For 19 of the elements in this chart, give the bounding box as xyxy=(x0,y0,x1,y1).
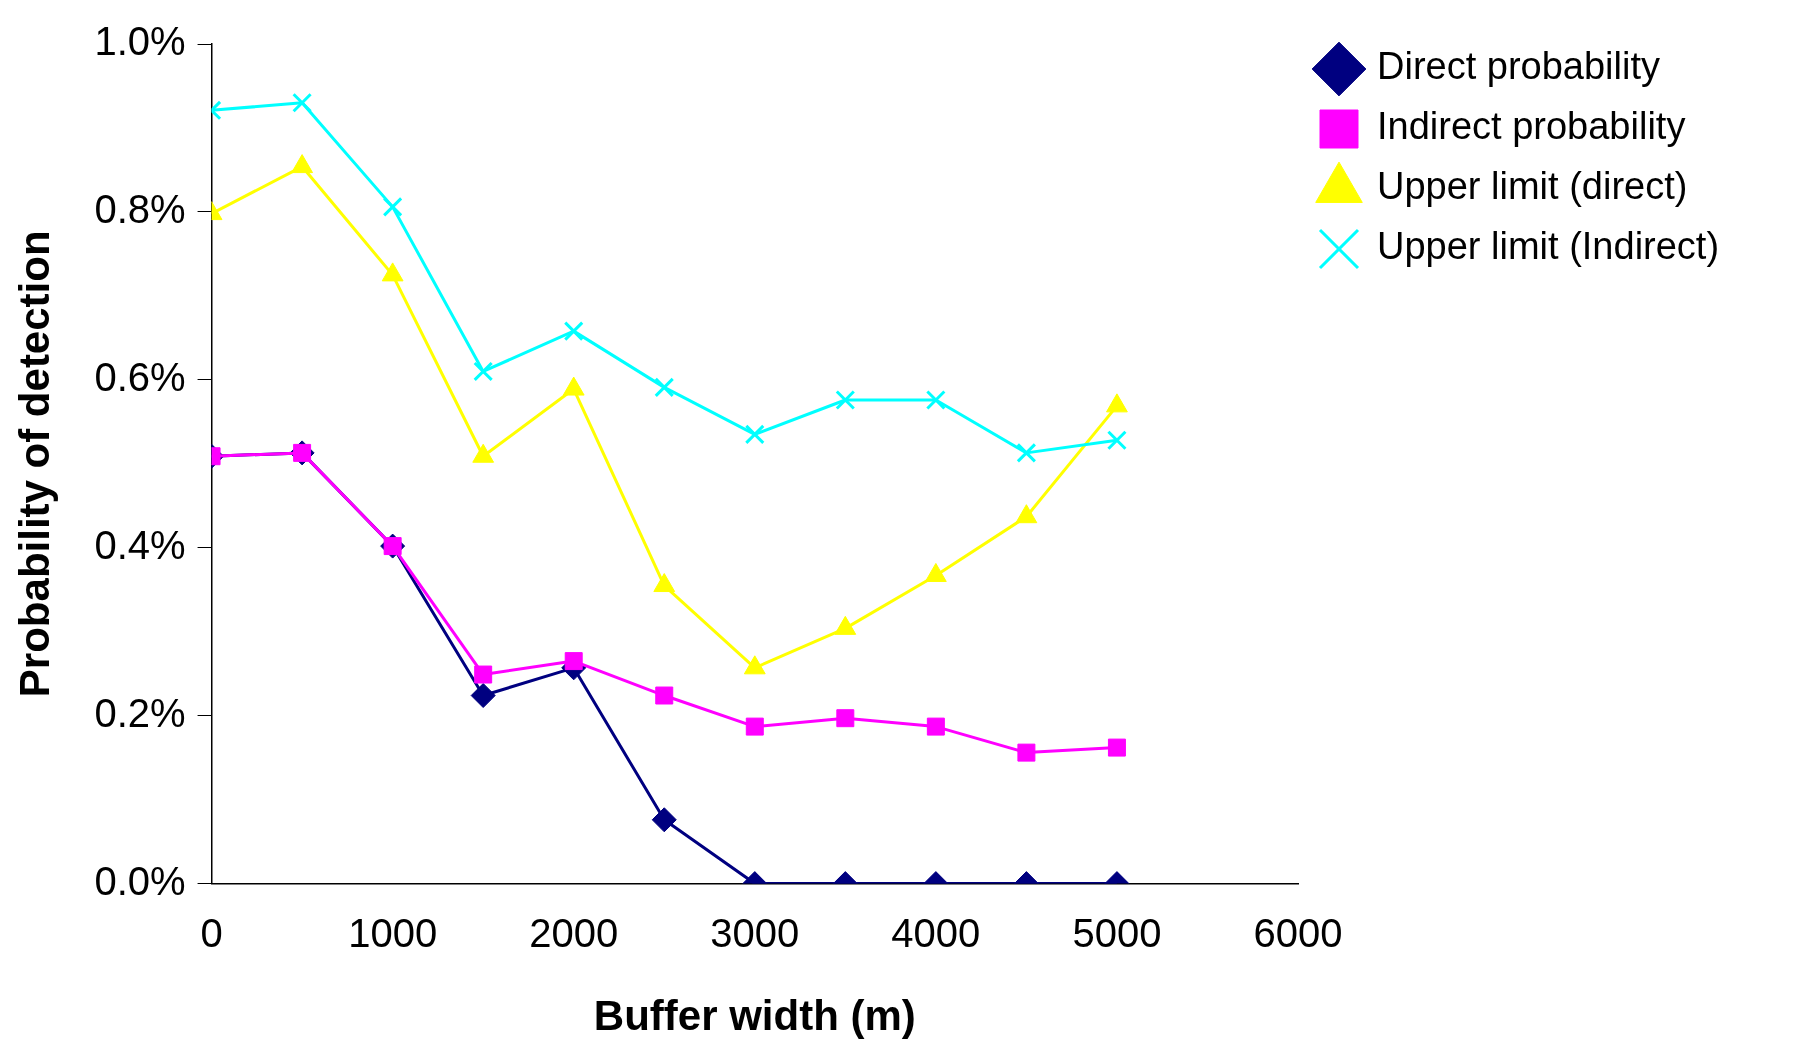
legend-label: Direct probability xyxy=(1377,45,1660,88)
y-tick-label: 0.8% xyxy=(94,186,186,231)
x-tick-label: 3000 xyxy=(710,910,800,955)
legend-label: Indirect probability xyxy=(1377,105,1686,148)
y-tick-label: 0.4% xyxy=(94,522,186,567)
legend-label: Upper limit (Indirect) xyxy=(1377,225,1720,268)
y-tick-label: 0.6% xyxy=(94,354,186,399)
x-tick-label: 1000 xyxy=(348,910,438,955)
x-axis-title: Buffer width (m) xyxy=(593,992,916,1040)
x-tick-label: 6000 xyxy=(1253,910,1343,955)
x-tick-label: 5000 xyxy=(1072,910,1162,955)
legend-label: Upper limit (direct) xyxy=(1377,165,1688,208)
y-axis-title: Probability of detection xyxy=(10,230,58,698)
y-tick-label: 1.0% xyxy=(94,19,186,64)
y-tick-label: 0.0% xyxy=(94,858,186,903)
y-tick-label: 0.2% xyxy=(94,690,186,735)
x-tick-label: 2000 xyxy=(529,910,619,955)
x-tick-label: 0 xyxy=(200,910,223,955)
x-tick-label: 4000 xyxy=(891,910,981,955)
